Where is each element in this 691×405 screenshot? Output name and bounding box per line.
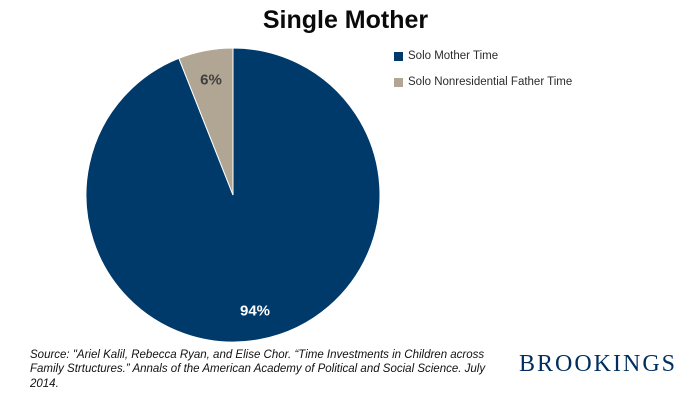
pie-chart: 94% 6% <box>85 47 381 343</box>
legend-label-nonresidential-father: Solo Nonresidential Father Time <box>408 76 573 88</box>
legend-label-solo-mother: Solo Mother Time <box>408 50 499 62</box>
source-note: Source: "Ariel Kalil, Rebecca Ryan, and … <box>30 349 486 390</box>
legend-swatch-nonresidential-father <box>394 77 403 87</box>
pie-data-label: 94% <box>240 303 270 320</box>
pie-data-label: 6% <box>200 72 222 89</box>
pie-chart-container: 94% 6% <box>82 44 384 346</box>
legend-item-solo-mother: Solo Mother Time <box>394 50 572 62</box>
legend-item-nonresidential-father: Solo Nonresidential Father Time <box>394 76 572 88</box>
brookings-logo: BROOKINGS <box>518 351 677 377</box>
legend: Solo Mother Time Solo Nonresidential Fat… <box>394 50 572 88</box>
pie-slice <box>178 47 234 196</box>
chart-title: Single Mother <box>262 6 429 34</box>
legend-swatch-solo-mother <box>394 51 403 61</box>
